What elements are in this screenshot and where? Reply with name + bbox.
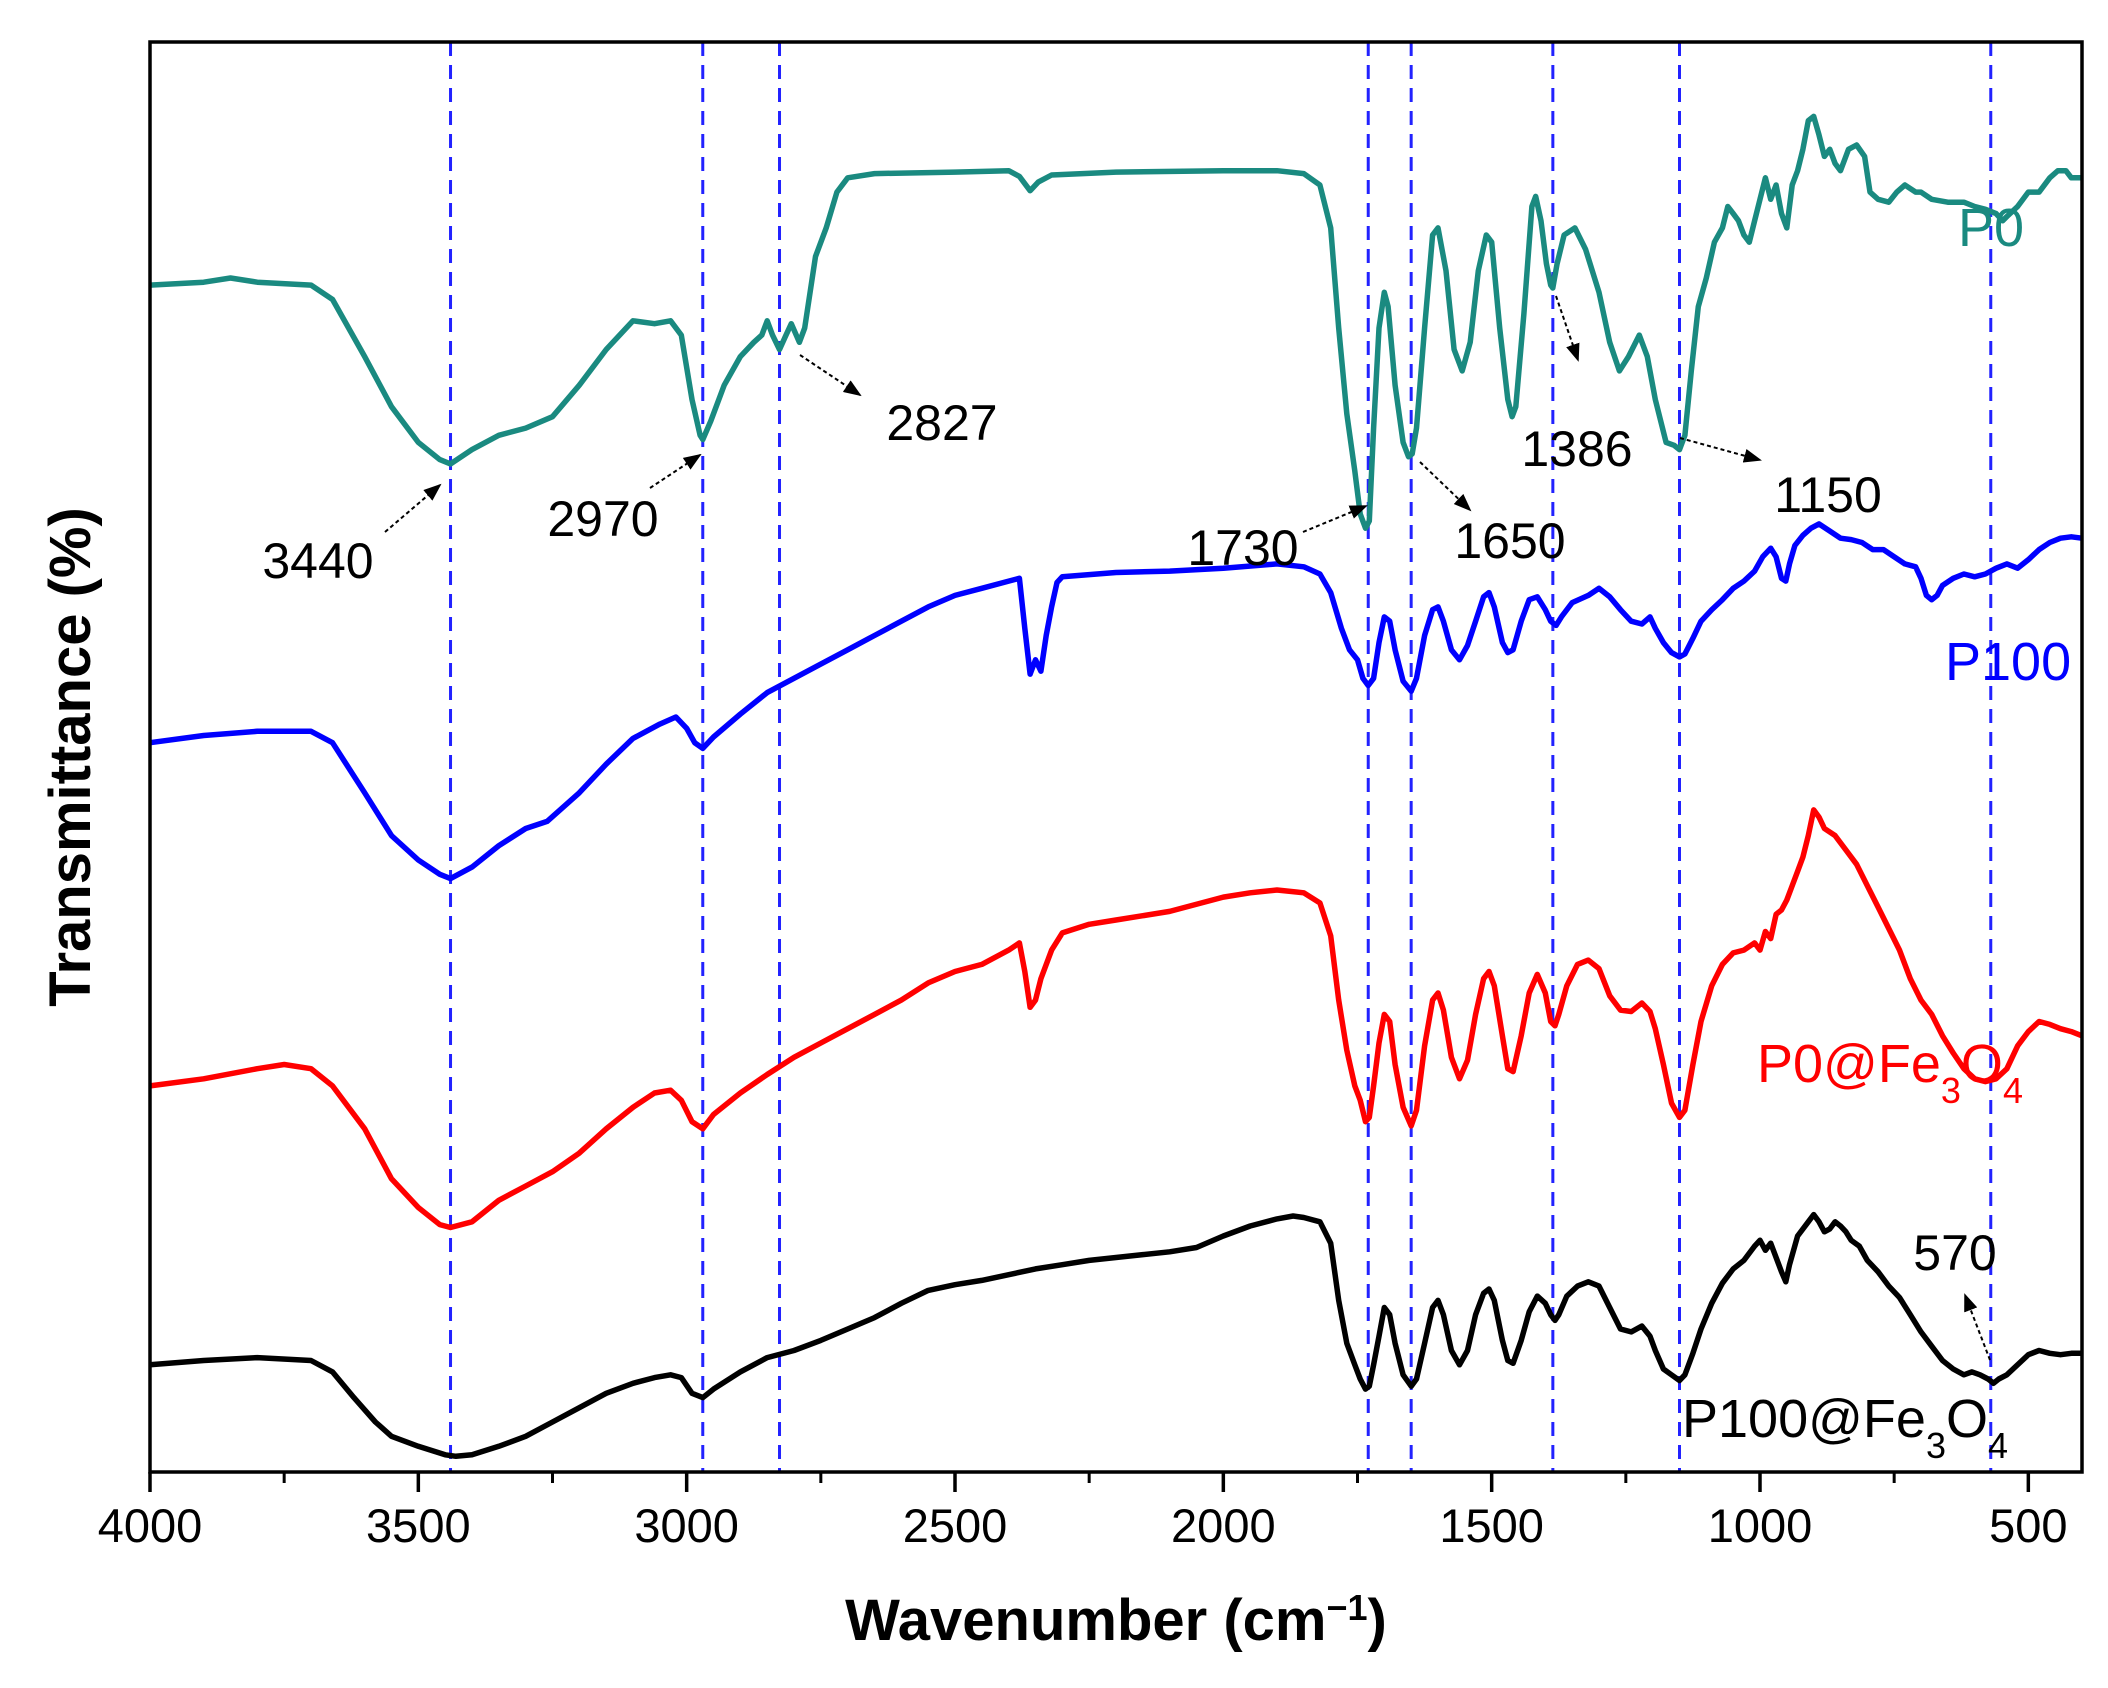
x-tick-label-2500: 2500 [903, 1499, 1008, 1552]
x-axis: 4000 3500 3000 2500 2000 1500 1000 500 [98, 1472, 2068, 1552]
annotation-arrow-1150 [1679, 437, 1762, 463]
x-axis-title-main: Wavenumber (cm [845, 1588, 1326, 1653]
x-tick-label-2000: 2000 [1171, 1499, 1276, 1552]
series-line-p0-fe3o4 [149, 807, 2084, 1231]
x-tick-label-1500: 1500 [1439, 1499, 1544, 1552]
annotation-arrow-1650 [1419, 461, 1472, 512]
annotation-label-1650: 1650 [1454, 513, 1565, 569]
x-tick-label-500: 500 [1989, 1499, 2067, 1552]
series-labels: P0 P100 P0@Fe3O4 P100@Fe3O4 [1682, 198, 2071, 1466]
annotation-label-1730: 1730 [1187, 520, 1298, 576]
annotation-arrow-570 [1964, 1293, 1991, 1361]
x-axis-title: Wavenumber (cm−1) [845, 1587, 1387, 1654]
series-line-p100 [149, 521, 2083, 882]
series-label-p0: P0 [1958, 198, 2024, 258]
series-line-p0 [149, 113, 2082, 531]
x-tick-label-1000: 1000 [1708, 1499, 1813, 1552]
annotation-arrow-1386 [1555, 295, 1580, 362]
annotation-arrow-2827 [799, 354, 862, 397]
annotation-arrow-2970 [649, 453, 702, 489]
annotation-label-2827: 2827 [886, 395, 997, 451]
x-tick-label-4000: 4000 [98, 1499, 203, 1552]
series-label-p100-fe3o4: P100@Fe3O4 [1682, 1389, 2008, 1466]
x-axis-title-end: ) [1368, 1588, 1387, 1653]
annotation-label-1150: 1150 [1774, 467, 1882, 523]
x-tick-label-3500: 3500 [366, 1499, 471, 1552]
series-line-p100-fe3o4 [149, 1211, 2082, 1460]
x-tick-label-3000: 3000 [634, 1499, 739, 1552]
annotation-label-1386: 1386 [1521, 421, 1632, 477]
annotation-label-3440: 3440 [262, 533, 373, 589]
annotation-arrow-3440 [384, 483, 442, 533]
series-label-p100: P100 [1945, 632, 2071, 692]
annotation-label-2970: 2970 [547, 491, 658, 547]
x-axis-title-superscript: −1 [1326, 1587, 1367, 1628]
y-axis-title: Transmittance (%) [38, 507, 103, 1007]
annotation-label-570: 570 [1913, 1225, 1996, 1281]
peak-annotations: 3440 2970 2827 1730 1650 1386 1150 570 [262, 295, 1997, 1361]
annotation-arrow-1730 [1302, 505, 1368, 533]
reference-lines [449, 42, 1993, 1472]
series-label-p0-fe3o4: P0@Fe3O4 [1757, 1034, 2023, 1111]
series-lines [149, 113, 2084, 1460]
plot-frame [148, 40, 2084, 1474]
